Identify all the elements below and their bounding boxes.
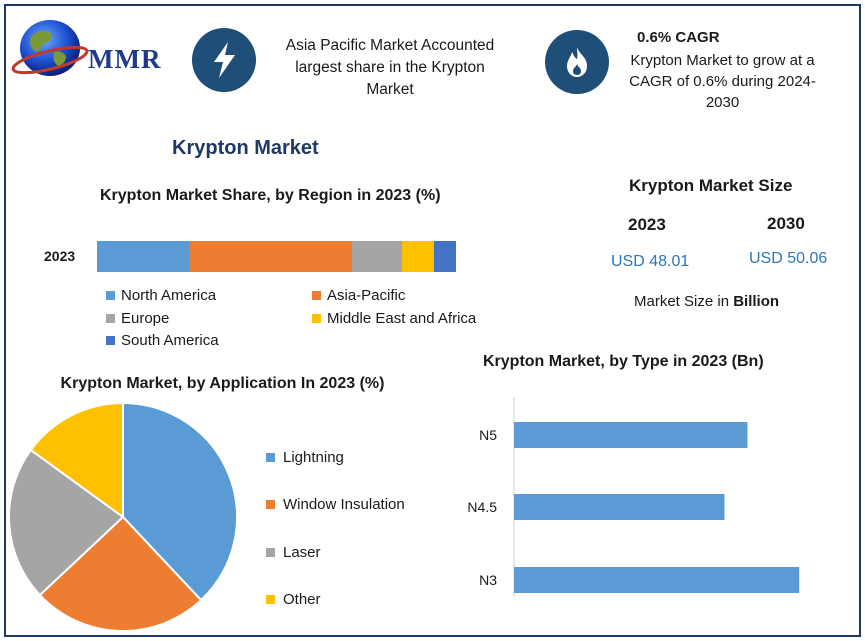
pie-slice-window-insulation	[38, 515, 203, 632]
legend-swatch	[266, 595, 275, 604]
legend-label: Window Insulation	[283, 496, 405, 513]
market-size-year-2023: 2023	[628, 215, 666, 234]
bar-segment-middle-east-and-africa	[402, 241, 435, 272]
legend-swatch	[106, 314, 115, 323]
bar-segment-south-america	[434, 241, 456, 272]
legend-swatch	[106, 291, 115, 300]
bar-segment-europe	[351, 241, 403, 272]
page-title: Krypton Market	[172, 137, 319, 159]
bar-segment-north-america	[97, 241, 191, 272]
tick-label-n4-5: N4.5	[467, 499, 497, 515]
region-chart-title: Krypton Market Share, by Region in 2023 …	[100, 187, 441, 204]
application-pie-chart	[8, 401, 238, 632]
legend-label: Laser	[283, 544, 321, 561]
legend-label: Middle East and Africa	[327, 310, 477, 327]
region-bar-category-label: 2023	[44, 248, 76, 264]
flame-icon	[545, 30, 609, 94]
market-size-note-unit: Billion	[733, 293, 780, 310]
legend-label: Europe	[121, 310, 170, 327]
legend-label: North America	[121, 287, 217, 304]
market-size-title: Krypton Market Size	[629, 176, 793, 195]
legend-item-north-america: North America	[106, 287, 216, 304]
legend-item-other: Other	[266, 591, 321, 608]
region-stacked-bar	[97, 241, 456, 272]
legend-item-window-insulation: Window Insulation	[266, 496, 405, 513]
type-chart-title: Krypton Market, by Type in 2023 (Bn)	[483, 353, 764, 370]
legend-label: Asia-Pacific	[327, 287, 406, 304]
application-chart-title: Krypton Market, by Application In 2023 (…	[60, 375, 385, 392]
page-frame	[4, 4, 861, 637]
legend-item-laser: Laser	[266, 544, 321, 561]
legend-label: Other	[283, 591, 321, 608]
market-size-value-2023: USD 48.01	[611, 253, 690, 270]
brand-logo-text: MMR	[88, 44, 162, 74]
bar-n3	[514, 567, 800, 593]
pie-slice-laser	[8, 448, 125, 597]
lightning-bolt-icon	[192, 28, 256, 92]
cagr-heading: 0.6% CAGR	[637, 29, 720, 46]
legend-swatch	[106, 336, 115, 345]
pie-slice-lightning	[122, 401, 238, 602]
bar-n4-5	[514, 494, 725, 520]
market-size-value-2030: USD 50.06	[749, 250, 828, 267]
type-bar-chart: N5 N4.5 N3	[467, 397, 800, 597]
legend-label: South America	[121, 332, 219, 349]
tick-label-n3: N3	[479, 572, 497, 588]
market-size-year-2030: 2030	[767, 214, 805, 233]
bar-segment-asia-pacific	[190, 241, 352, 272]
globe-logo-icon	[11, 20, 89, 76]
legend-swatch	[266, 548, 275, 557]
info-asia-pacific-text: Asia Pacific Market Accounted largest sh…	[285, 37, 495, 98]
legend-item-middle-east-and-africa: Middle East and Africa	[312, 310, 476, 327]
market-size-note-prefix: Market Size in	[634, 293, 734, 310]
legend-item-lightning: Lightning	[266, 449, 344, 466]
legend-label: Lightning	[283, 449, 344, 466]
legend-item-south-america: South America	[106, 332, 219, 349]
legend-item-europe: Europe	[106, 310, 169, 327]
legend-swatch	[312, 291, 321, 300]
legend-item-asia-pacific: Asia-Pacific	[312, 287, 405, 304]
legend-swatch	[312, 314, 321, 323]
tick-label-n5: N5	[479, 427, 497, 443]
legend-swatch	[266, 500, 275, 509]
bar-n5	[514, 422, 748, 448]
cagr-description: Krypton Market to grow at a CAGR of 0.6%…	[629, 52, 816, 111]
legend-swatch	[266, 453, 275, 462]
market-size-note: Market Size in Billion	[634, 293, 779, 310]
pie-slice-other	[29, 401, 124, 519]
